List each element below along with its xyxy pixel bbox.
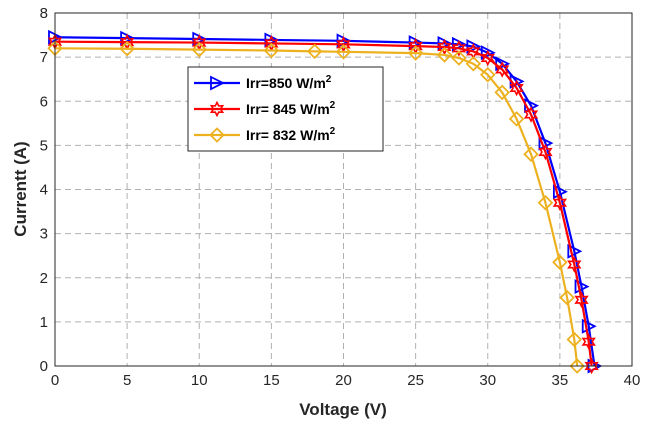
series-group [47,29,603,375]
hexagram-marker [584,357,599,375]
legend-item: Irr= 845 W/m2 [194,100,336,118]
diamond-marker [537,194,554,211]
hexagram-marker [581,333,596,351]
legend-item: Irr= 832 W/m2 [194,126,336,143]
x-tick-label: 10 [191,372,208,389]
diamond-marker [552,254,568,271]
y-tick-label: 0 [40,358,48,375]
legend-label: Irr= 832 W/m2 [246,126,336,143]
series-line [54,47,579,367]
diamond-marker [119,40,135,57]
hexagram-marker [480,49,495,67]
diamond-marker [479,67,496,83]
diamond-marker [569,358,585,374]
y-tick-label: 2 [40,270,48,287]
grid [55,13,632,366]
diamond-marker [451,50,467,66]
hexagram-marker [552,194,568,212]
diamond-marker [559,289,575,306]
diamond-marker [306,43,323,60]
triangle-marker [567,243,583,259]
triangle-marker [574,279,590,295]
tick-group: 0 5 10 15 20 25 30 35 40 0 1 2 3 4 5 6 7 8 [40,5,641,389]
y-tick-label: 8 [40,5,48,22]
x-tick-label: 15 [263,372,280,389]
y-tick-label: 3 [40,226,48,243]
triangle-marker [480,45,496,61]
diamond-marker [407,45,424,61]
hexagram-marker [209,100,225,118]
legend-label: Irr= 845 W/m2 [246,100,336,117]
legend-label: Irr=850 W/m2 [246,74,332,91]
hexagram-marker [451,40,467,57]
diamond-marker [465,55,482,72]
hexagram-marker [523,106,539,123]
diamond-marker [191,41,208,58]
hexagram-marker [574,291,589,309]
diamond-marker [263,42,280,59]
y-tick-label: 6 [40,93,48,110]
plot-frame [54,12,633,367]
y-tick-label: 1 [40,314,48,331]
diamond-marker [335,44,352,60]
diamond-marker [508,111,525,127]
triangle-marker [581,318,597,334]
x-tick-label: 35 [552,372,569,389]
y-tick-label: 7 [40,49,48,66]
x-tick-label: 0 [51,372,59,389]
hexagram-marker [509,79,524,97]
legend: Irr=850 W/m2 Irr= 845 W/m2 Irr= 832 W/m2 [187,66,384,152]
series-2 [47,33,599,375]
y-tick-label: 4 [40,182,48,199]
legend-item: Irr=850 W/m2 [194,74,332,91]
x-tick-label: 40 [624,372,641,389]
x-tick-label: 5 [123,372,131,389]
x-tick-label: 30 [479,372,496,389]
y-tick-label: 5 [40,137,48,154]
series-3 [47,40,585,374]
diamond-marker [436,47,453,63]
x-tick-label: 25 [407,372,424,389]
diamond-marker [566,331,583,348]
triangle-marker [210,75,226,91]
hexagram-marker [567,256,582,273]
hexagram-marker [538,143,553,161]
x-axis-title: Voltage (V) [299,400,387,419]
hexagram-marker [437,38,452,56]
diamond-marker [209,127,225,143]
hexagram-marker [495,61,510,78]
y-axis-title: Currentt (A) [11,141,30,236]
diamond-marker [523,146,539,162]
diamond-marker [494,84,510,101]
x-tick-label: 20 [335,372,352,389]
